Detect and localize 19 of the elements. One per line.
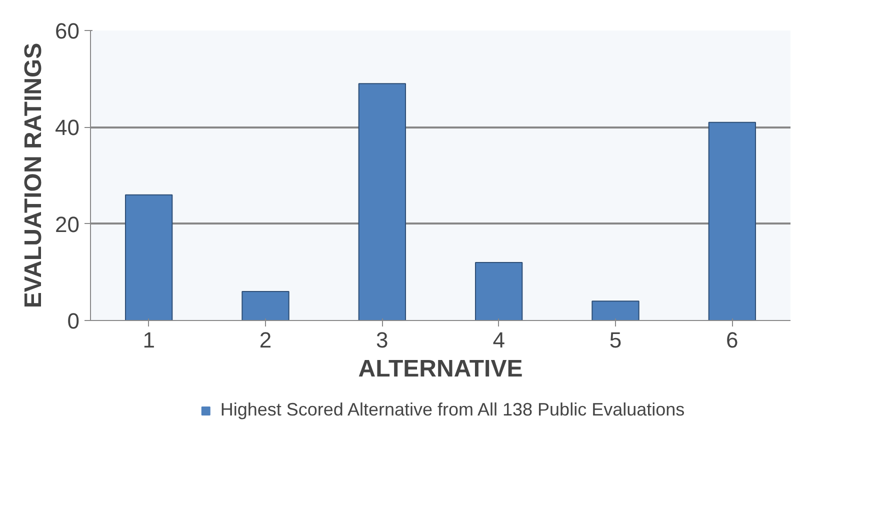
y-tick-label: 60	[55, 18, 80, 44]
bar	[475, 262, 523, 320]
bar	[708, 122, 756, 320]
x-tick-label: 5	[609, 328, 622, 352]
x-tick-label: 4	[492, 328, 505, 352]
x-tick-label: 1	[142, 328, 155, 352]
legend-label: Highest Scored Alternative from All 138 Public Evaluations	[220, 400, 685, 420]
y-tick-label: 40	[55, 115, 80, 140]
x-tick-label: 2	[259, 328, 272, 352]
bar	[358, 83, 406, 320]
x-tick-label: 3	[376, 328, 388, 352]
bar	[592, 300, 640, 320]
y-tick-label: 20	[55, 212, 80, 237]
x-axis-title: ALTERNATIVE	[358, 356, 523, 382]
y-tick-label: 0	[67, 308, 80, 334]
x-tick-label: 6	[726, 328, 738, 352]
bar	[125, 194, 173, 320]
y-axis-title: EVALUATION RATINGS	[20, 42, 48, 308]
bar	[242, 291, 290, 320]
